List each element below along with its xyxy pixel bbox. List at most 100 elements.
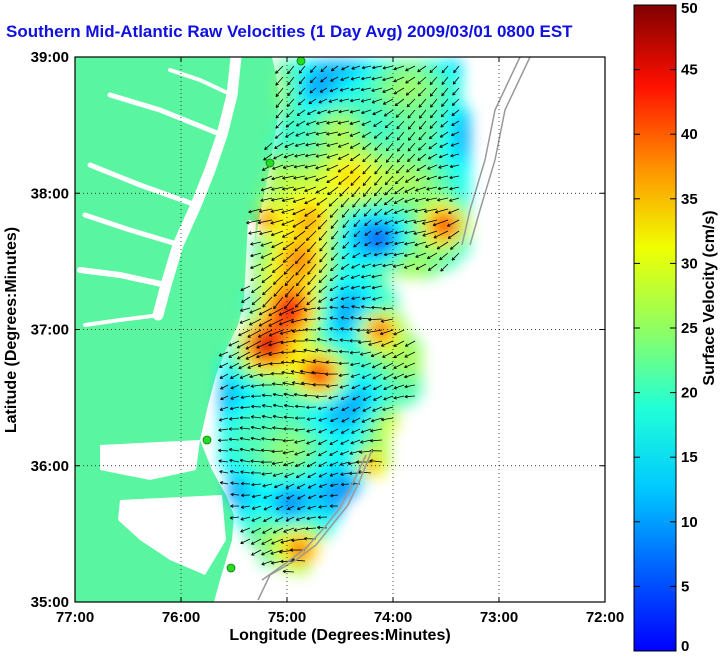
- vector-head: [362, 146, 365, 150]
- velocity-cell: [268, 444, 278, 454]
- vector-head: [349, 352, 353, 355]
- vector-head: [384, 221, 387, 225]
- velocity-vector: [350, 351, 361, 354]
- velocity-vector: [284, 142, 295, 148]
- vector-head: [450, 143, 454, 147]
- velocity-vectors: [218, 65, 460, 574]
- vector-head: [283, 157, 287, 159]
- vector-head: [306, 301, 309, 305]
- vector-head: [437, 199, 441, 202]
- vector-head: [315, 154, 319, 157]
- velocity-vector: [394, 197, 405, 204]
- vector-head: [360, 442, 364, 444]
- vector-head: [304, 338, 308, 341]
- vector-head: [342, 234, 345, 238]
- velocity-vector: [250, 460, 262, 463]
- velocity-vector: [304, 186, 317, 192]
- vector-head: [331, 246, 333, 250]
- vector-head: [301, 381, 305, 384]
- velocity-vector: [396, 164, 405, 174]
- velocity-cell: [244, 308, 254, 318]
- velocity-cell: [380, 436, 390, 446]
- velocity-cell: [260, 532, 270, 542]
- vector-head: [429, 71, 433, 73]
- vector-head: [250, 242, 253, 245]
- velocity-cell: [412, 356, 422, 366]
- vector-head: [350, 89, 354, 92]
- velocity-cell: [364, 220, 374, 230]
- vector-head: [256, 354, 259, 358]
- velocity-vector: [319, 87, 328, 93]
- velocity-cell: [396, 380, 406, 390]
- vector-head: [320, 79, 323, 83]
- vector-head: [393, 354, 396, 358]
- vector-head: [393, 375, 396, 379]
- velocity-cell: [372, 148, 382, 158]
- velocity-cell: [364, 316, 374, 326]
- velocity-cell: [260, 316, 270, 326]
- velocity-cell: [452, 76, 462, 86]
- velocity-vector: [353, 241, 361, 248]
- vector-head: [287, 105, 291, 107]
- vector-head: [329, 504, 333, 507]
- vector-head: [293, 189, 297, 192]
- vector-head: [296, 112, 299, 116]
- vector-head: [318, 452, 321, 456]
- velocity-cell: [332, 364, 342, 374]
- velocity-cell: [404, 396, 414, 406]
- vector-head: [318, 506, 322, 509]
- velocity-vector: [271, 439, 284, 441]
- velocity-cell: [356, 332, 366, 342]
- velocity-cell: [276, 412, 286, 422]
- vector-head: [293, 236, 296, 240]
- velocity-vector: [383, 384, 394, 390]
- vector-head: [315, 178, 318, 181]
- velocity-cell: [268, 412, 278, 422]
- velocity-cell: [324, 196, 334, 206]
- vector-head: [372, 65, 375, 69]
- vector-head: [351, 265, 354, 269]
- velocity-vector: [315, 395, 328, 398]
- vector-head: [293, 528, 297, 531]
- velocity-vector: [259, 307, 273, 316]
- vector-head: [250, 415, 255, 417]
- vector-head: [385, 170, 387, 174]
- velocity-cell: [380, 396, 390, 406]
- vector-head: [250, 459, 254, 462]
- velocity-cell: [300, 396, 310, 406]
- vector-head: [275, 115, 278, 119]
- velocity-cell: [316, 212, 326, 222]
- velocity-vector: [292, 329, 306, 332]
- vector-head: [278, 312, 282, 316]
- velocity-cell: [348, 244, 358, 254]
- velocity-cell: [364, 380, 374, 390]
- vector-head: [272, 427, 276, 430]
- vector-head: [301, 358, 305, 361]
- velocity-vector: [256, 351, 273, 358]
- vector-head: [271, 463, 276, 466]
- vector-head: [299, 71, 303, 74]
- vector-head: [270, 222, 274, 225]
- velocity-cell: [268, 516, 278, 526]
- velocity-cell: [332, 284, 342, 294]
- vector-head: [449, 186, 453, 190]
- velocity-cell: [260, 260, 270, 270]
- vector-head: [306, 419, 310, 421]
- velocity-vector: [394, 219, 405, 224]
- vector-head: [329, 473, 333, 477]
- velocity-cell: [308, 492, 318, 502]
- vector-head: [319, 248, 321, 252]
- velocity-vector: [385, 241, 394, 245]
- velocity-cell: [324, 252, 334, 262]
- vector-head: [282, 438, 286, 442]
- vector-head: [383, 252, 387, 256]
- velocity-cell: [292, 324, 302, 334]
- vector-head: [429, 83, 434, 85]
- vector-head: [342, 224, 344, 228]
- vector-head: [342, 247, 346, 249]
- vector-head: [262, 167, 265, 171]
- velocity-cell: [364, 372, 374, 382]
- velocity-cell: [348, 316, 358, 326]
- velocity-cell: [324, 436, 334, 446]
- velocity-cell: [420, 68, 430, 78]
